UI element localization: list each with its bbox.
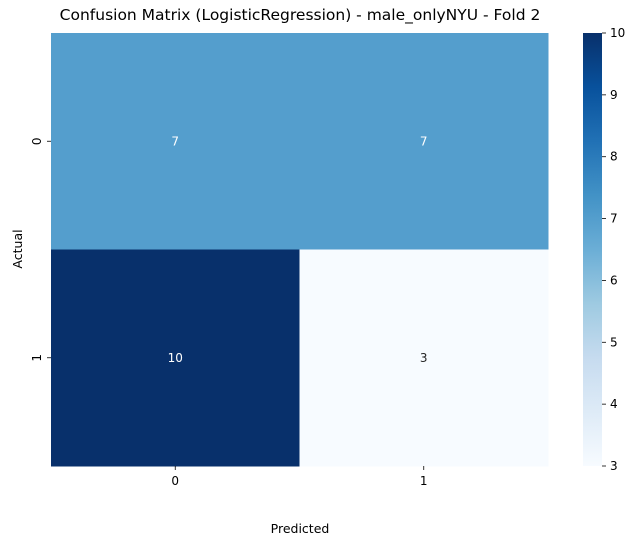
heatmap-cell	[51, 249, 300, 467]
heatmap-cell	[51, 33, 300, 250]
colorbar-tick-label: 7	[610, 212, 618, 226]
heatmap-cell-labels: 7 7 10 3	[168, 134, 428, 365]
heatmap-cell	[299, 249, 549, 467]
cell-annotation: 3	[420, 351, 428, 365]
chart-title: Confusion Matrix (LogisticRegression) - …	[60, 6, 541, 25]
colorbar	[583, 33, 602, 466]
cell-annotation: 7	[420, 134, 428, 148]
x-tick-label: 1	[420, 474, 428, 488]
colorbar-tick-label: 3	[610, 459, 618, 473]
colorbar-tick-label: 8	[610, 150, 618, 164]
colorbar-tick-label: 10	[610, 26, 625, 40]
heatmap-cell	[299, 33, 549, 250]
cell-annotation: 10	[168, 351, 183, 365]
cell-annotation: 7	[171, 134, 179, 148]
colorbar-ticks: 3 4 5 6 7 8 9 10	[602, 26, 625, 473]
y-axis-ticks: 01	[30, 137, 51, 362]
y-tick-label: 1	[30, 354, 44, 362]
heatmap-cells	[51, 33, 549, 467]
colorbar-tick-label: 9	[610, 88, 618, 102]
colorbar-tick-label: 4	[610, 397, 618, 411]
y-tick-label: 0	[30, 137, 44, 145]
x-axis-label: Predicted	[271, 521, 330, 536]
x-tick-label: 0	[171, 474, 179, 488]
colorbar-tick-label: 5	[610, 335, 618, 349]
y-axis-label: Actual	[10, 229, 25, 268]
colorbar-tick-label: 6	[610, 273, 618, 287]
